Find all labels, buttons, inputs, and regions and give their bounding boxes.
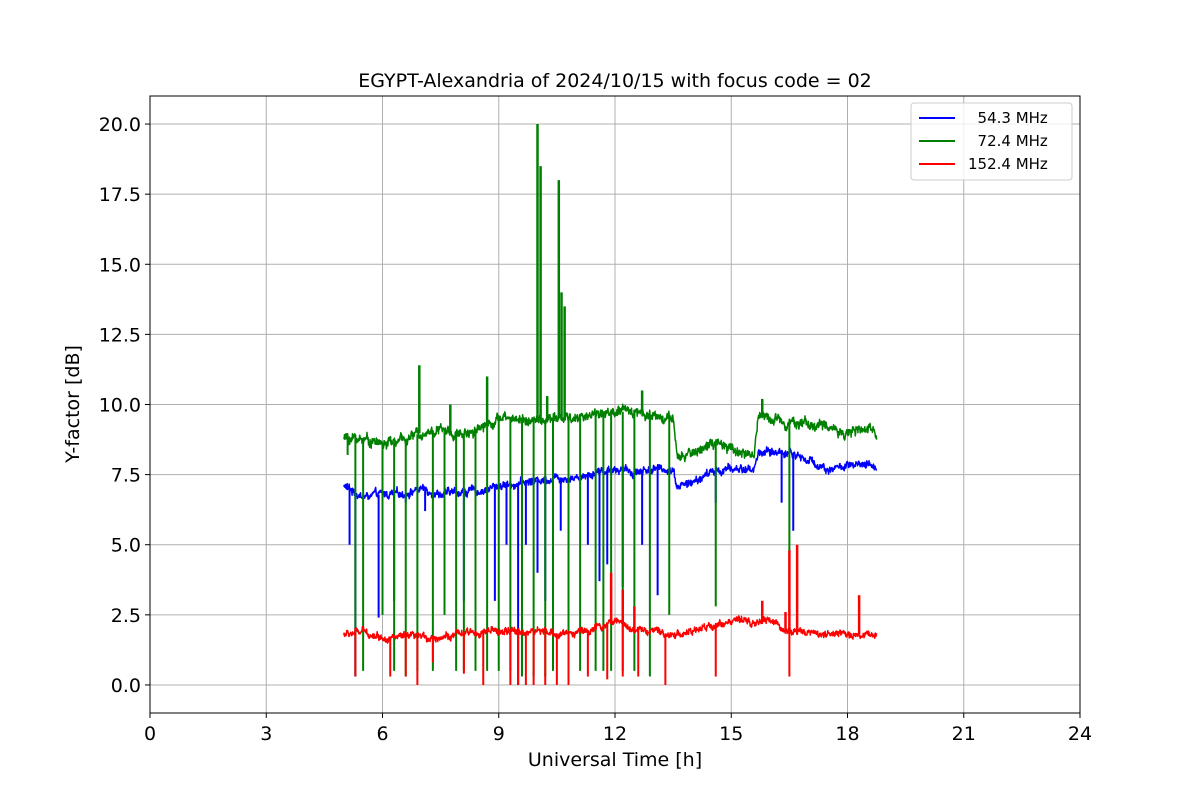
x-tick-label: 12 [603, 723, 627, 745]
y-tick-label: 7.5 [111, 465, 141, 487]
x-axis: 0 3 6 9 12 15 18 21 24 [144, 713, 1092, 745]
x-tick-label: 3 [260, 723, 272, 745]
x-tick-label: 6 [376, 723, 388, 745]
y-axis: 0.0 2.5 5.0 7.5 10.0 12.5 15.0 17.5 20.0 [99, 114, 150, 697]
x-tick-label: 18 [835, 723, 859, 745]
x-tick-label: 24 [1068, 723, 1092, 745]
x-tick-label: 9 [493, 723, 505, 745]
legend-items: 54.3 MHz 72.4 MHz 152.4 MHz [919, 109, 1048, 173]
x-tick-label: 0 [144, 723, 156, 745]
y-tick-label: 15.0 [99, 254, 141, 276]
y-tick-label: 12.5 [99, 324, 141, 346]
y-axis-label: Y-factor [dB] [62, 345, 84, 464]
y-tick-label: 2.5 [111, 605, 141, 627]
series-layer [343, 124, 878, 685]
legend-box [910, 102, 1073, 181]
y-tick-label: 5.0 [111, 535, 141, 557]
y-tick-label: 17.5 [99, 184, 141, 206]
legend: 54.3 MHz 72.4 MHz 152.4 MHz [910, 102, 1073, 181]
x-tick-label: 15 [719, 723, 743, 745]
y-tick-label: 10.0 [99, 395, 141, 417]
x-tick-label: 21 [952, 723, 976, 745]
legend-label: 72.4 MHz [968, 132, 1048, 150]
legend-label: 152.4 MHz [968, 155, 1048, 173]
y-tick-label: 20.0 [99, 114, 141, 136]
chart-title: EGYPT-Alexandria of 2024/10/15 with focu… [358, 70, 872, 92]
x-axis-label: Universal Time [h] [528, 749, 702, 771]
legend-label: 54.3 MHz [968, 109, 1048, 127]
y-tick-label: 0.0 [111, 675, 141, 697]
